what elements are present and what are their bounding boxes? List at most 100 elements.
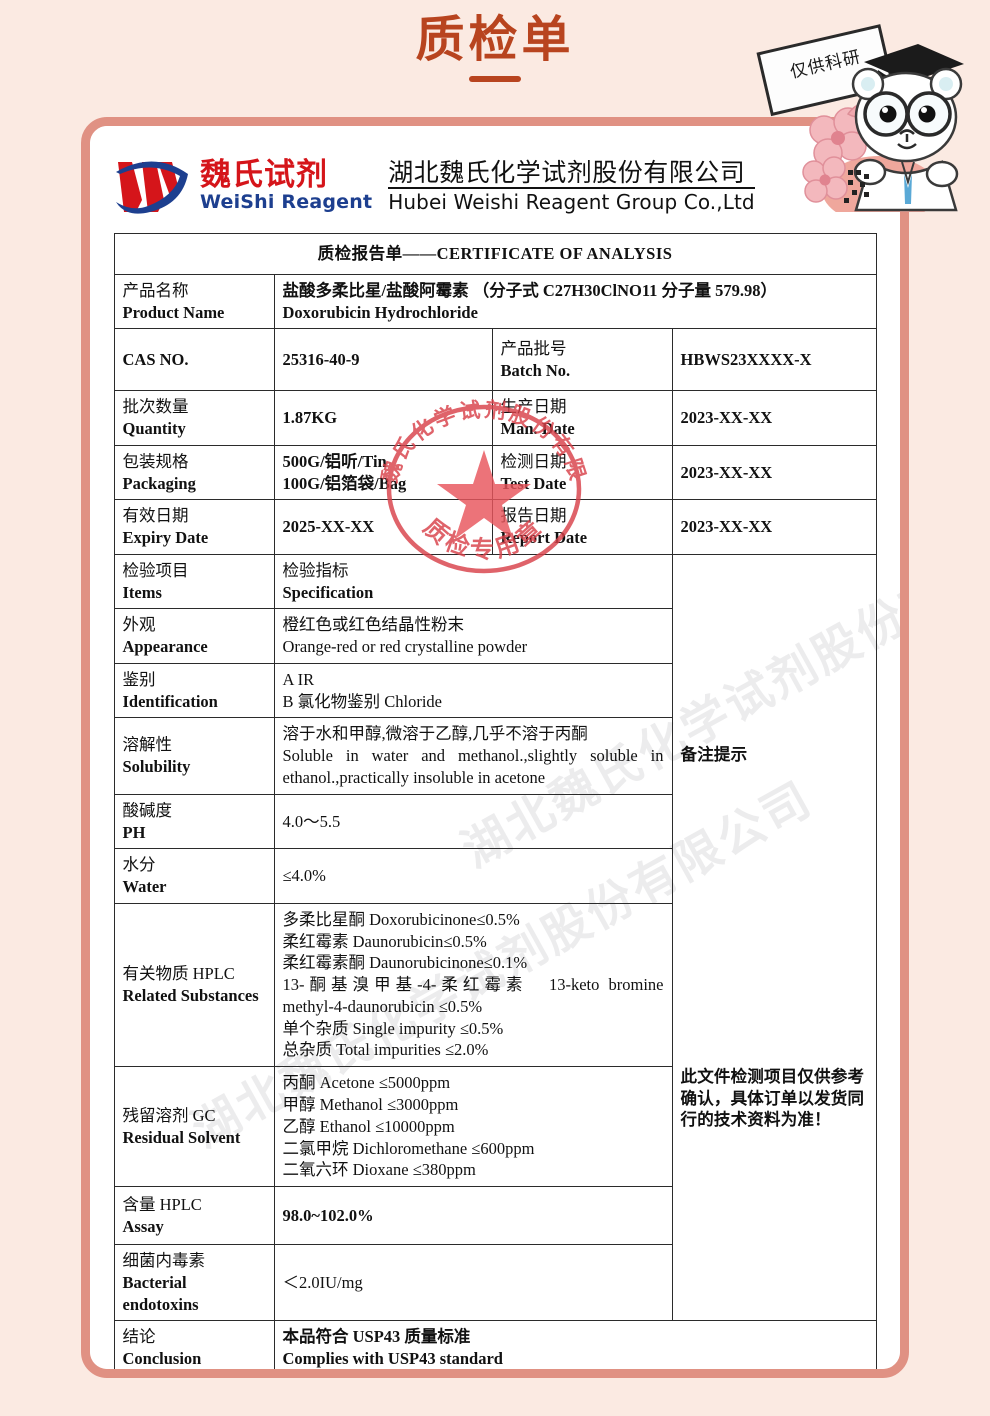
- item-solubility: 溶解性 Solubility: [113, 717, 275, 795]
- spec-line: A IR: [282, 669, 315, 689]
- spec-solubility: 溶于水和甲醇,微溶于乙醇,几乎不溶于丙酮 Soluble in water an…: [273, 717, 673, 795]
- item-water-en: Water: [122, 877, 167, 897]
- packaging-value-line2: 100G/铝箔袋/Bag: [282, 473, 407, 493]
- packaging-label-cn: 包装规格: [122, 451, 189, 471]
- item-appearance-cn: 外观: [122, 615, 156, 635]
- packaging-value: 500G/铝听/Tin 100G/铝箔袋/Bag: [273, 444, 493, 501]
- packaging-testdate-row: 包装规格 Packaging 500G/铝听/Tin 100G/铝箔袋/Bag …: [113, 444, 877, 501]
- conclusion-label: 结论 Conclusion: [113, 1320, 275, 1369]
- item-water-cn: 水分: [122, 855, 156, 875]
- spec-line: Soluble in water and methanol.,slightly …: [282, 746, 664, 766]
- spec-header-en: Specification: [282, 582, 374, 602]
- doc-title: 质检报告单——CERTIFICATE OF ANALYSIS: [113, 233, 877, 275]
- spec-line: B 氯化物鉴别 Chloride: [282, 691, 443, 711]
- quantity-label-cn: 批次数量: [122, 397, 189, 417]
- certificate-frame: 魏氏试剂 WeiShi Reagent 湖北魏氏化学试剂股份有限公司 Hubei…: [81, 117, 909, 1378]
- table-row: 水分 Water ≤4.0%: [113, 848, 876, 904]
- spec-line: Orange-red or red crystalline powder: [282, 637, 528, 657]
- product-name-cn: 盐酸多柔比星/盐酸阿霉素 （分子式 C27H30ClNO11 分子量 579.9…: [282, 280, 778, 300]
- item-solubility-en: Solubility: [122, 757, 191, 777]
- item-ph-cn: 酸碱度: [122, 800, 173, 820]
- items-header-cn: 检验项目: [122, 560, 189, 580]
- item-endotoxins-en: Bacterial endotoxins: [122, 1272, 199, 1314]
- spec-header-cn: 检验指标: [282, 560, 349, 580]
- man-date-label-en: Man. Date: [500, 419, 575, 439]
- conclusion-value-en: Complies with USP43 standard: [282, 1349, 504, 1369]
- items-header: 检验项目 Items: [113, 553, 275, 610]
- batch-value: HBWS23XXXX-X: [671, 328, 877, 392]
- item-endotoxins: 细菌内毒素 Bacterial endotoxins: [113, 1244, 275, 1322]
- item-water: 水分 Water: [113, 848, 275, 904]
- spec-line: 多柔比星酮 Doxorubicinone≤0.5%: [282, 909, 520, 929]
- batch-label: 产品批号 Batch No.: [491, 328, 673, 392]
- expiry-reportdate-row: 有效日期 Expiry Date 2025-XX-XX 报告日期 Report …: [113, 499, 877, 555]
- item-identification: 鉴别 Identification: [113, 662, 275, 719]
- item-related-substances-en: Related Substances: [122, 986, 259, 1006]
- cas-batch-row: CAS NO. 25316-40-9 产品批号 Batch No. HBWS23…: [113, 328, 877, 392]
- title-underline: [469, 76, 521, 83]
- spec-endotoxins: ＜2.0IU/mg: [273, 1244, 673, 1322]
- item-endotoxins-cn: 细菌内毒素: [122, 1251, 206, 1271]
- man-date-label-cn: 生产日期: [500, 397, 567, 417]
- packaging-value-line1: 500G/铝听/Tin: [282, 451, 387, 471]
- table-row: 含量 HPLC Assay 98.0~102.0%: [113, 1186, 876, 1246]
- product-name-value: 盐酸多柔比星/盐酸阿霉素 （分子式 C27H30ClNO11 分子量 579.9…: [273, 273, 877, 330]
- batch-label-en: Batch No.: [500, 360, 571, 380]
- report-date-label-en: Report Date: [500, 528, 588, 548]
- spec-related-substances: 多柔比星酮 Doxorubicinone≤0.5% 柔红霉素 Daunorubi…: [273, 902, 673, 1068]
- product-name-en: Doxorubicin Hydrochloride: [282, 302, 478, 322]
- conclusion-row: 结论 Conclusion 本品符合 USP43 质量标准 Complies w…: [113, 1320, 877, 1369]
- spec-line: 丙酮 Acetone ≤5000ppm: [282, 1073, 451, 1093]
- certificate-table: 质检报告单——CERTIFICATE OF ANALYSIS 产品名称 Prod…: [113, 233, 877, 1369]
- conclusion-label-en: Conclusion: [122, 1349, 202, 1369]
- spec-line: 98.0~102.0%: [282, 1205, 374, 1225]
- expiry-label-en: Expiry Date: [122, 528, 209, 548]
- remarks-header: 备注提示: [680, 745, 748, 765]
- item-appearance-en: Appearance: [122, 637, 208, 657]
- item-ph: 酸碱度 PH: [113, 793, 275, 850]
- spec-line: 橙红色或红色结晶性粉末: [282, 615, 465, 635]
- test-date-label-cn: 检测日期: [500, 451, 567, 471]
- item-assay-cn: 含量 HPLC: [122, 1194, 202, 1214]
- spec-line: 单个杂质 Single impurity ≤0.5%: [282, 1018, 504, 1038]
- expiry-label-cn: 有效日期: [122, 506, 189, 526]
- item-appearance: 外观 Appearance: [113, 608, 275, 664]
- certificate-sheet: 魏氏试剂 WeiShi Reagent 湖北魏氏化学试剂股份有限公司 Hubei…: [90, 126, 900, 1369]
- weishi-logo-icon: [112, 156, 196, 218]
- cas-value: 25316-40-9: [273, 328, 493, 392]
- test-date-label: 检测日期 Test Date: [491, 444, 673, 501]
- item-residual-solvent-cn: 残留溶剂 GC: [122, 1105, 216, 1125]
- quantity-mandate-row: 批次数量 Quantity 1.87KG 生产日期 Man. Date 2023…: [113, 390, 877, 446]
- quantity-label: 批次数量 Quantity: [113, 390, 275, 446]
- spec-line: 4.0～5.5: [282, 811, 341, 831]
- expiry-value: 2025-XX-XX: [273, 499, 493, 555]
- doc-title-row: 质检报告单——CERTIFICATE OF ANALYSIS: [113, 233, 877, 275]
- company-name-en: Hubei Weishi Reagent Group Co.,Ltd: [388, 187, 755, 214]
- item-residual-solvent-en: Residual Solvent: [122, 1127, 241, 1147]
- item-residual-solvent: 残留溶剂 GC Residual Solvent: [113, 1066, 275, 1188]
- spec-appearance: 橙红色或红色结晶性粉末 Orange-red or red crystallin…: [273, 608, 673, 664]
- item-related-substances-cn: 有关物质 HPLC: [122, 964, 235, 984]
- spec-line: 总杂质 Total impurities ≤2.0%: [282, 1040, 489, 1060]
- table-row: 有关物质 HPLC Related Substances 多柔比星酮 Doxor…: [113, 902, 876, 1068]
- company-name-cn: 湖北魏氏化学试剂股份有限公司: [388, 157, 746, 187]
- quantity-label-en: Quantity: [122, 419, 186, 439]
- spec-line: methyl-4-daunorubicin ≤0.5%: [282, 996, 483, 1016]
- items-header-en: Items: [122, 582, 162, 602]
- logo-text-block: 魏氏试剂 WeiShi Reagent: [200, 159, 372, 213]
- company-name-block: 湖北魏氏化学试剂股份有限公司 Hubei Weishi Reagent Grou…: [388, 157, 900, 214]
- item-ph-en: PH: [122, 822, 146, 842]
- packaging-label-en: Packaging: [122, 473, 196, 493]
- item-solubility-cn: 溶解性: [122, 735, 173, 755]
- spec-line: 甲醇 Methanol ≤3000ppm: [282, 1094, 459, 1114]
- report-date-label: 报告日期 Report Date: [491, 499, 673, 555]
- report-date-label-cn: 报告日期: [500, 506, 567, 526]
- packaging-label: 包装规格 Packaging: [113, 444, 275, 501]
- item-related-substances: 有关物质 HPLC Related Substances: [113, 902, 275, 1068]
- logo-brand-cn: 魏氏试剂: [200, 157, 328, 194]
- expiry-label: 有效日期 Expiry Date: [113, 499, 275, 555]
- table-row: 细菌内毒素 Bacterial endotoxins ＜2.0IU/mg: [113, 1244, 876, 1322]
- test-date-label-en: Test Date: [500, 473, 567, 493]
- spec-line: 二氯甲烷 Dichloromethane ≤600ppm: [282, 1138, 535, 1158]
- product-name-row: 产品名称 Product Name 盐酸多柔比星/盐酸阿霉素 （分子式 C27H…: [113, 273, 877, 330]
